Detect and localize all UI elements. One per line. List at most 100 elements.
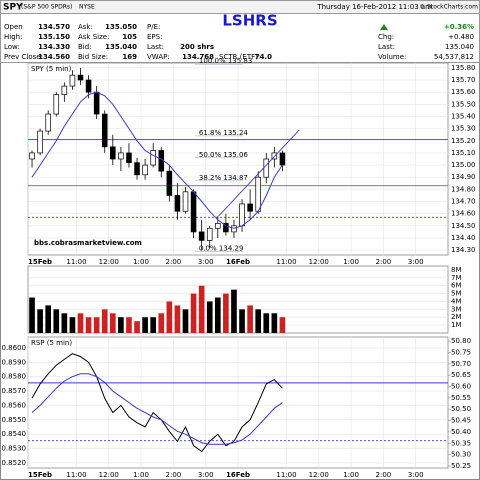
fib-label: 100.0% 135.83 [199,57,252,65]
x-tick-label: 15Feb [28,471,52,479]
y-tick-label: 7M [451,274,462,282]
candle-body [190,191,197,233]
y-tick-label: 135.70 [451,76,476,84]
x-tick-label: 3:00 [408,471,424,479]
x-tick-label: 2:00 [166,258,182,266]
quote-label: EPS: [147,33,162,41]
volume-bar [118,317,124,333]
x-tick-label: 15Feb [28,258,52,266]
y-tick-label: 0.8560 [2,401,27,409]
y-tick-label: 6M [451,282,462,290]
x-tick-label: 3:00 [198,471,214,479]
quote-label: Last: [147,43,164,51]
last-label: Last: [378,43,395,51]
y-tick-label: 134.30 [451,246,476,254]
volume-bar [174,305,181,333]
quote-value: 134.570 [38,23,70,31]
candle-body [231,225,237,233]
y-tick-label: 50.50 [451,405,471,413]
quote-label: Ask: [78,23,93,31]
candle-body [223,223,229,233]
y-tick-label: 5M [451,290,462,298]
quote-label: VWAP: [147,53,170,61]
x-tick-label: 12:00 [99,471,119,479]
volume-bar [61,313,68,333]
credit: © StockCharts.com [419,4,478,11]
y-tick-label: 50.60 [451,382,471,390]
volume-bar [198,285,205,333]
candle-body [263,158,270,178]
x-tick-label: 12:00 [99,258,119,266]
y-tick-label: 135.80 [451,64,476,72]
candle-body [198,231,205,241]
change-label: Chg: [378,33,394,41]
volume-value: 54,537,812 [434,53,474,61]
volume-bar [69,317,76,333]
change-value: +0.480 [448,33,474,41]
volume-bar [255,309,262,333]
x-tick-label: 11:00 [66,258,86,266]
y-tick-label: 50.75 [451,348,471,356]
y-tick-label: 0.8600 [2,344,27,352]
volume-bar [45,305,52,333]
y-tick-label: 0.8580 [2,373,27,381]
y-tick-label: 4M [451,297,462,305]
candle-body [174,195,181,212]
quote-value: 135.050 [105,23,137,31]
y-tick-label: 50.55 [451,394,471,402]
quote-label: High: [4,33,22,41]
fib-label: 0.0% 134.29 [199,244,244,252]
y-tick-label: 0.8540 [2,430,27,438]
candle-body [85,79,92,93]
volume-bar [279,317,286,333]
x-tick-label: 1:00 [133,258,149,266]
y-tick-label: 134.40 [451,234,476,242]
volume-bar [247,305,253,333]
y-tick-label: 50.30 [451,451,471,459]
candle-body [206,227,213,241]
candle-body [37,130,43,154]
x-tick-label: 11:00 [66,471,86,479]
candle-body [279,152,286,166]
y-tick-label: 0.8570 [2,387,27,395]
volume-bar [206,301,213,333]
candle-body [61,85,68,95]
candle-body [247,203,253,212]
change-arrow [380,24,388,30]
series-line [31,353,283,453]
volume-label: Volume: [378,53,406,61]
volume-bar [223,293,229,333]
y-tick-label: 134.60 [451,210,476,218]
volume-bar [109,313,116,333]
volume-bar [53,309,60,333]
candle-body [45,113,51,132]
quote-value: 200 shrs [180,43,214,51]
x-tick-label: 1:00 [343,471,359,479]
y-tick-label: 0.8590 [2,358,27,366]
candle-body [77,74,84,81]
y-tick-label: 50.80 [451,337,471,345]
fib-label: 38.2% 134.87 [199,174,248,182]
candle-body [53,94,60,115]
exchange: NYSE [79,4,95,11]
x-tick-label: 3:00 [198,258,214,266]
quote-value: 134.560 [38,53,70,61]
x-tick-label: 1:00 [343,258,359,266]
volume-bar [239,309,245,333]
volume-bar [126,317,132,333]
quote-label: SCTR (ETF): [219,53,260,61]
volume-bar [150,317,157,333]
quote-label: Ask Size: [78,33,109,41]
candle-body [166,170,173,196]
x-tick-label: 11:00 [276,258,296,266]
x-tick-label: 1:00 [133,471,149,479]
candle-body [118,152,124,160]
fib-label: 50.0% 135.06 [199,151,249,159]
y-tick-label: 135.50 [451,100,476,108]
volume-bar [158,313,165,333]
y-tick-label: 134.50 [451,222,476,230]
y-tick-label: 50.40 [451,428,471,436]
volume-bar [142,317,148,333]
candle-body [142,164,148,176]
